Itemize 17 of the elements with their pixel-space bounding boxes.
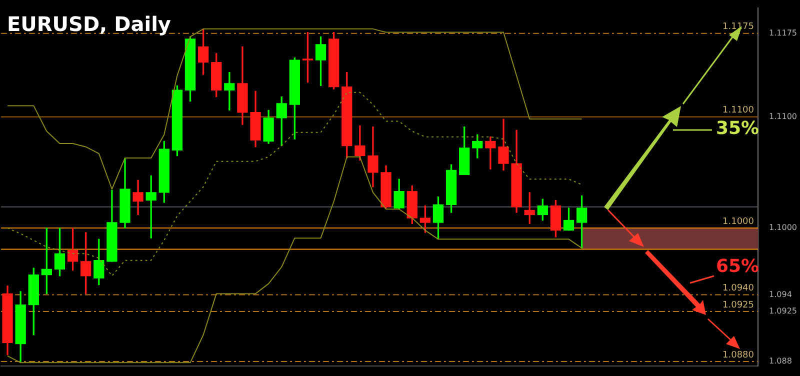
ref-line-label: 1.1100 bbox=[722, 106, 754, 116]
annotation: 35% bbox=[716, 118, 760, 139]
y-tick-label: 1.1175 bbox=[769, 28, 798, 38]
y-tick-label: 1.1000 bbox=[769, 223, 798, 232]
ref-line-label: 1.0880 bbox=[722, 350, 754, 360]
ref-line-label: 1.0940 bbox=[722, 284, 754, 294]
y-tick-label: 1.088 bbox=[769, 356, 792, 366]
candlestick bbox=[485, 136, 496, 170]
annotation: 65% bbox=[716, 256, 760, 277]
ref-line-label: 1.1000 bbox=[722, 216, 754, 227]
chart-title: EURUSD, Daily bbox=[7, 12, 171, 36]
ref-line-label: 1.0925 bbox=[722, 300, 754, 310]
y-tick-label: 1.1100 bbox=[769, 112, 798, 121]
line-series bbox=[7, 92, 582, 276]
y-tick-label: 1.094 bbox=[769, 290, 792, 299]
y-tick-label: 1.0925 bbox=[769, 306, 798, 316]
ref-line-label: 1.1175 bbox=[722, 22, 754, 32]
